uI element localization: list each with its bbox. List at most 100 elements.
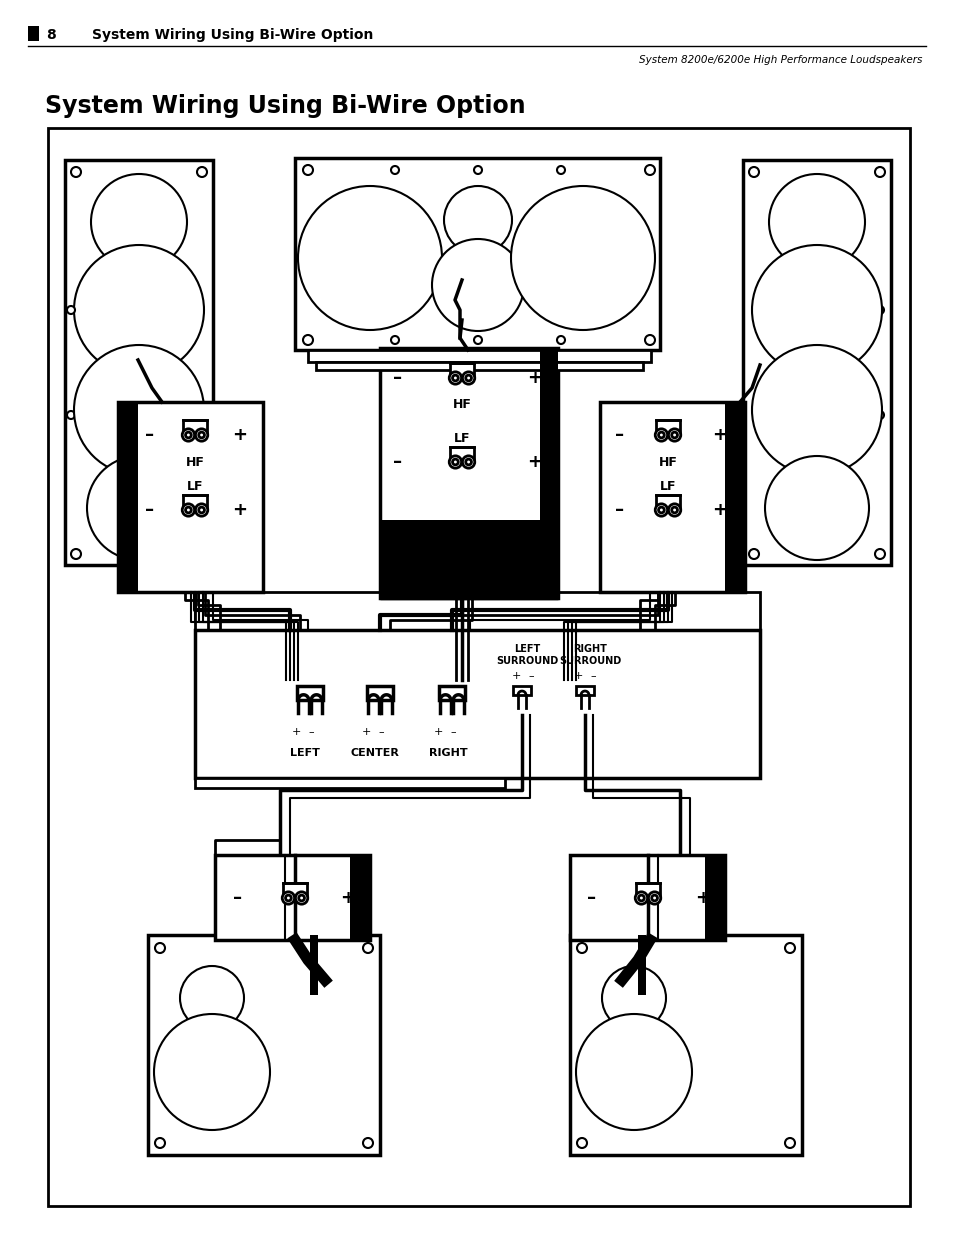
Circle shape: [588, 1028, 679, 1116]
Text: –: –: [145, 501, 154, 519]
Text: +: +: [361, 727, 371, 737]
Circle shape: [557, 336, 564, 345]
Text: +: +: [695, 889, 710, 906]
Circle shape: [154, 1137, 165, 1149]
Circle shape: [790, 284, 842, 336]
Bar: [656, 494, 679, 509]
Circle shape: [772, 464, 861, 552]
Text: +: +: [233, 426, 247, 445]
Circle shape: [644, 335, 655, 345]
Bar: [350, 855, 372, 940]
Bar: [148, 935, 379, 1155]
Bar: [656, 420, 679, 433]
Circle shape: [784, 944, 794, 953]
Circle shape: [874, 167, 884, 177]
Circle shape: [474, 336, 481, 345]
Circle shape: [106, 475, 172, 541]
Text: +: +: [291, 727, 300, 737]
Circle shape: [198, 508, 204, 513]
Circle shape: [282, 892, 294, 904]
Text: HF: HF: [658, 456, 677, 468]
Bar: [724, 403, 744, 592]
Circle shape: [74, 245, 204, 375]
Bar: [194, 630, 760, 778]
Circle shape: [557, 165, 564, 174]
Bar: [438, 685, 464, 700]
Circle shape: [790, 384, 842, 436]
Circle shape: [644, 165, 655, 175]
Circle shape: [474, 165, 481, 174]
Text: 8: 8: [46, 28, 55, 42]
Bar: [379, 348, 558, 598]
Text: –: –: [145, 426, 154, 445]
Circle shape: [84, 254, 193, 366]
Bar: [367, 685, 393, 700]
Circle shape: [465, 459, 471, 464]
Circle shape: [195, 429, 208, 441]
Text: System 8200e/6200e High Performance Loudspeakers: System 8200e/6200e High Performance Loud…: [638, 56, 921, 65]
Circle shape: [182, 429, 194, 441]
Bar: [183, 420, 207, 433]
Circle shape: [449, 456, 461, 468]
Text: +: +: [527, 369, 542, 387]
Circle shape: [751, 345, 882, 475]
Text: +: +: [527, 453, 542, 471]
Circle shape: [91, 174, 187, 270]
Circle shape: [638, 895, 643, 900]
Circle shape: [167, 1028, 256, 1116]
Circle shape: [198, 432, 204, 438]
Circle shape: [635, 892, 647, 904]
Text: –: –: [377, 727, 383, 737]
Circle shape: [751, 245, 882, 375]
Bar: [569, 935, 801, 1155]
Bar: [65, 161, 213, 564]
Bar: [183, 494, 207, 509]
Circle shape: [452, 459, 457, 464]
Circle shape: [308, 196, 432, 320]
Circle shape: [285, 895, 291, 900]
Circle shape: [764, 456, 868, 559]
Text: CENTER: CENTER: [350, 748, 399, 758]
Circle shape: [196, 983, 227, 1013]
Text: HF: HF: [186, 456, 204, 468]
Text: RIGHT
SURROUND: RIGHT SURROUND: [558, 645, 620, 666]
Bar: [308, 350, 650, 362]
Bar: [539, 348, 558, 598]
Circle shape: [432, 240, 523, 331]
Text: +: +: [712, 501, 727, 519]
Bar: [704, 855, 726, 940]
Text: +: +: [433, 727, 442, 737]
Circle shape: [874, 550, 884, 559]
Bar: [296, 685, 323, 700]
Text: –: –: [450, 727, 456, 737]
Bar: [636, 883, 659, 897]
Circle shape: [520, 196, 644, 320]
Text: System Wiring Using Bi-Wire Option: System Wiring Using Bi-Wire Option: [91, 28, 373, 42]
Circle shape: [648, 892, 660, 904]
Bar: [214, 855, 370, 940]
Circle shape: [442, 249, 513, 320]
Bar: [118, 403, 263, 592]
Circle shape: [298, 895, 304, 900]
Bar: [742, 161, 890, 564]
Circle shape: [465, 375, 471, 380]
Bar: [315, 362, 642, 370]
Text: –: –: [528, 671, 534, 680]
Circle shape: [783, 475, 849, 541]
Text: –: –: [233, 889, 242, 906]
Text: –: –: [615, 501, 624, 519]
Text: +: +: [712, 426, 727, 445]
Circle shape: [341, 230, 397, 287]
Circle shape: [668, 429, 680, 441]
Bar: [283, 883, 307, 897]
Circle shape: [796, 488, 836, 529]
Circle shape: [363, 1137, 373, 1149]
Text: –: –: [615, 426, 624, 445]
Circle shape: [87, 456, 191, 559]
Circle shape: [576, 1014, 691, 1130]
Circle shape: [303, 335, 313, 345]
Bar: [569, 855, 724, 940]
Circle shape: [774, 268, 858, 352]
Circle shape: [452, 375, 457, 380]
Circle shape: [297, 186, 441, 330]
